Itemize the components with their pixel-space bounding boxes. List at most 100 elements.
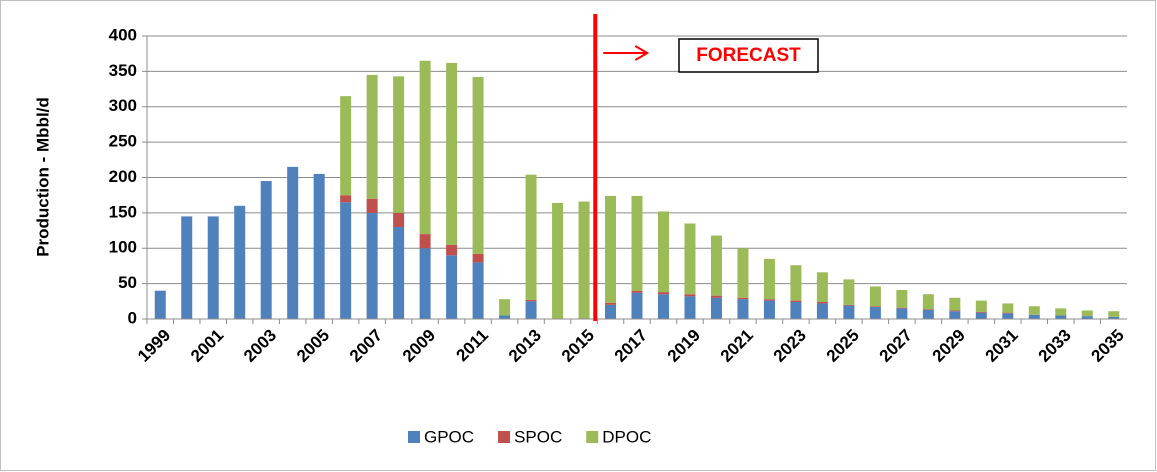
- bar-segment: [684, 294, 696, 297]
- bar-segment: [763, 299, 775, 301]
- bar-segment: [710, 295, 722, 298]
- bar-segment: [763, 258, 775, 300]
- bar-segment: [816, 302, 828, 304]
- bar-segment: [737, 248, 749, 298]
- bar-segment: [869, 286, 881, 307]
- bar-segment: [790, 300, 802, 303]
- bar-segment: [922, 294, 934, 310]
- bar-segment: [922, 309, 934, 310]
- bar-segment: [684, 296, 696, 319]
- bar-segment: [605, 302, 617, 305]
- bar-segment: [1055, 308, 1067, 316]
- bar-segment: [631, 292, 643, 319]
- bar-segment: [975, 300, 987, 312]
- bar-segment: [922, 309, 934, 319]
- bar-segment: [710, 297, 722, 319]
- bar-segment: [234, 205, 246, 319]
- legend-swatch: [498, 431, 511, 443]
- bar-segment: [446, 62, 458, 245]
- bar-segment: [843, 305, 855, 319]
- bar-segment: [419, 234, 431, 249]
- legend-swatch: [408, 431, 420, 443]
- bar-segment: [393, 227, 405, 319]
- bar-segment: [896, 308, 908, 319]
- bar-segment: [631, 290, 643, 293]
- bar-segment: [472, 77, 484, 254]
- bar-segment: [657, 294, 669, 319]
- bar-segment: [790, 302, 802, 319]
- bar-segment: [1002, 303, 1014, 313]
- bar-segment: [843, 279, 855, 305]
- forecast-box: [678, 38, 819, 73]
- bar-segment: [260, 181, 272, 319]
- y-tick-label: 150: [109, 202, 137, 221]
- bar-segment: [287, 166, 299, 319]
- bar-segment: [366, 198, 378, 213]
- y-tick-label: 100: [109, 238, 137, 257]
- bar-segment: [763, 300, 775, 319]
- bar-segment: [949, 297, 961, 311]
- y-axis-label: Production - Mbbl/d: [33, 97, 52, 257]
- bar-segment: [313, 173, 325, 319]
- bar-segment: [1108, 311, 1120, 317]
- bar-segment: [472, 262, 484, 319]
- bar-segment: [631, 195, 643, 291]
- bar-segment: [1081, 310, 1093, 317]
- bar-segment: [843, 304, 855, 306]
- bar-segment: [499, 299, 511, 316]
- bar-segment: [154, 290, 166, 319]
- bar-segment: [816, 272, 828, 303]
- y-tick-label: 0: [128, 308, 137, 327]
- bar-segment: [340, 195, 352, 203]
- y-tick-label: 350: [109, 61, 137, 80]
- bar-segment: [975, 312, 987, 319]
- bar-segment: [366, 212, 378, 319]
- bar-segment: [949, 310, 961, 312]
- bar-segment: [446, 244, 458, 256]
- bar-segment: [657, 292, 669, 295]
- y-tick-label: 400: [109, 25, 137, 44]
- bar-segment: [552, 202, 564, 319]
- bar-segment: [1108, 316, 1120, 319]
- bar-segment: [1055, 315, 1067, 319]
- bar-segment: [419, 248, 431, 319]
- bar-segment: [1002, 313, 1014, 319]
- bar-segment: [578, 201, 590, 319]
- bar-segment: [207, 216, 219, 319]
- forecast-arrowhead: [634, 45, 650, 61]
- bar-segment: [366, 74, 378, 199]
- bar-segment: [710, 235, 722, 296]
- bar-segment: [896, 307, 908, 309]
- bar-segment: [737, 299, 749, 319]
- bar-segment: [605, 304, 617, 319]
- bar-segment: [896, 289, 908, 308]
- bar-segment: [816, 303, 828, 319]
- bar-segment: [1002, 312, 1014, 314]
- bar-segment: [1028, 314, 1040, 319]
- bar-segment: [525, 299, 537, 302]
- bar-segment: [340, 96, 352, 196]
- bar-segment: [499, 315, 511, 319]
- bar-segment: [737, 297, 749, 300]
- bar-segment: [869, 306, 881, 319]
- bar-segment: [419, 60, 431, 235]
- bar-segment: [525, 301, 537, 319]
- bar-segment: [949, 311, 961, 319]
- forecast-label: FORECAST: [696, 45, 801, 66]
- bar-segment: [472, 253, 484, 263]
- bar-segment: [1081, 316, 1093, 319]
- bar-segment: [975, 311, 987, 313]
- bar-segment: [684, 223, 696, 295]
- bar-segment: [446, 255, 458, 319]
- legend-swatch: [586, 431, 599, 443]
- legend-label: DPOC: [602, 427, 651, 446]
- y-tick-label: 300: [109, 96, 137, 115]
- bar-segment: [393, 76, 405, 213]
- bar-segment: [1028, 306, 1040, 315]
- bar-segment: [790, 265, 802, 301]
- bar-segment: [869, 306, 881, 307]
- bar-segment: [393, 212, 405, 228]
- bar-segment: [605, 195, 617, 303]
